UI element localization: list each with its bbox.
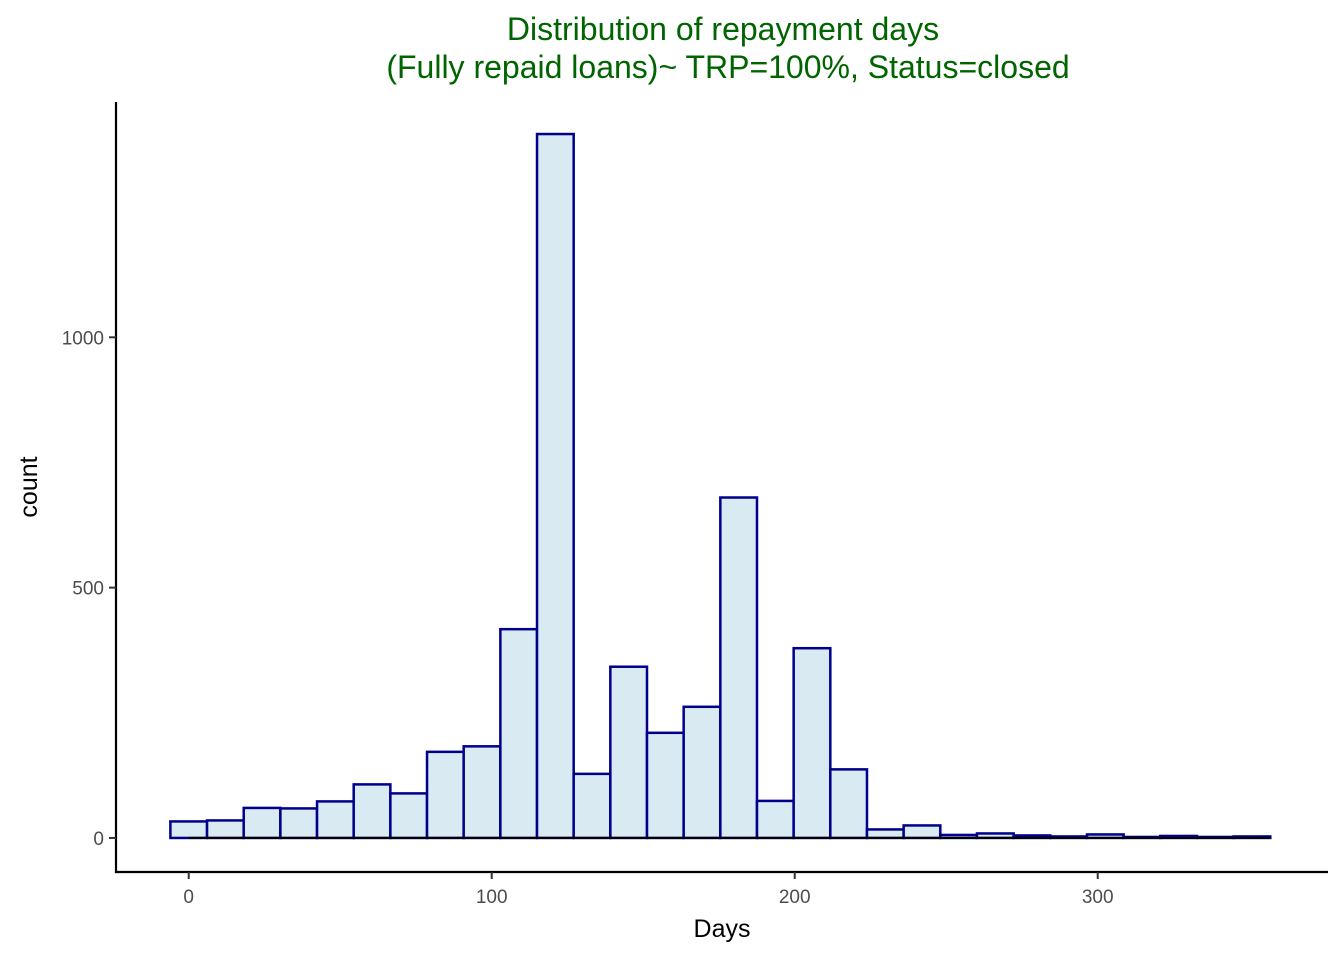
histogram-bar	[755, 799, 795, 840]
x-axis-ticks: 0 100 200 300	[183, 872, 1114, 908]
histogram-bar	[352, 783, 392, 840]
histogram-bar	[792, 646, 832, 840]
chart-title-line-2: (Fully repaid loans)~ TRP=100%, Status=c…	[386, 49, 1069, 85]
histogram-bars	[169, 132, 1272, 840]
histogram-bar	[829, 768, 869, 840]
y-axis-ticks: 0 500 1000	[62, 328, 116, 850]
histogram-bar	[719, 496, 759, 840]
y-tick-label: 500	[72, 579, 104, 600]
histogram-bar	[425, 750, 465, 840]
histogram-bar	[572, 772, 612, 840]
histogram-bar	[169, 820, 209, 840]
histogram-bar	[315, 800, 355, 840]
histogram-bar	[609, 665, 649, 840]
histogram-bar	[462, 745, 502, 840]
histogram-bar	[499, 627, 539, 840]
histogram-bar	[279, 807, 319, 840]
histogram-bar	[645, 731, 685, 840]
x-tick-label: 100	[476, 887, 508, 908]
x-axis-title: Days	[694, 915, 751, 943]
chart-title-line-1: Distribution of repayment days	[507, 11, 939, 47]
x-tick-label: 300	[1082, 887, 1114, 908]
y-tick-label: 1000	[62, 328, 104, 349]
histogram-bar	[205, 819, 245, 840]
x-tick-label: 0	[183, 887, 194, 908]
histogram-bar	[682, 705, 722, 840]
histogram-bar	[865, 828, 905, 840]
histogram-bar	[902, 824, 942, 840]
histogram-bar	[389, 792, 429, 840]
x-tick-label: 200	[779, 887, 811, 908]
histogram-bar	[242, 806, 282, 840]
histogram-bar	[535, 132, 575, 840]
y-axis-title: count	[15, 456, 43, 517]
y-tick-label: 0	[93, 829, 104, 850]
